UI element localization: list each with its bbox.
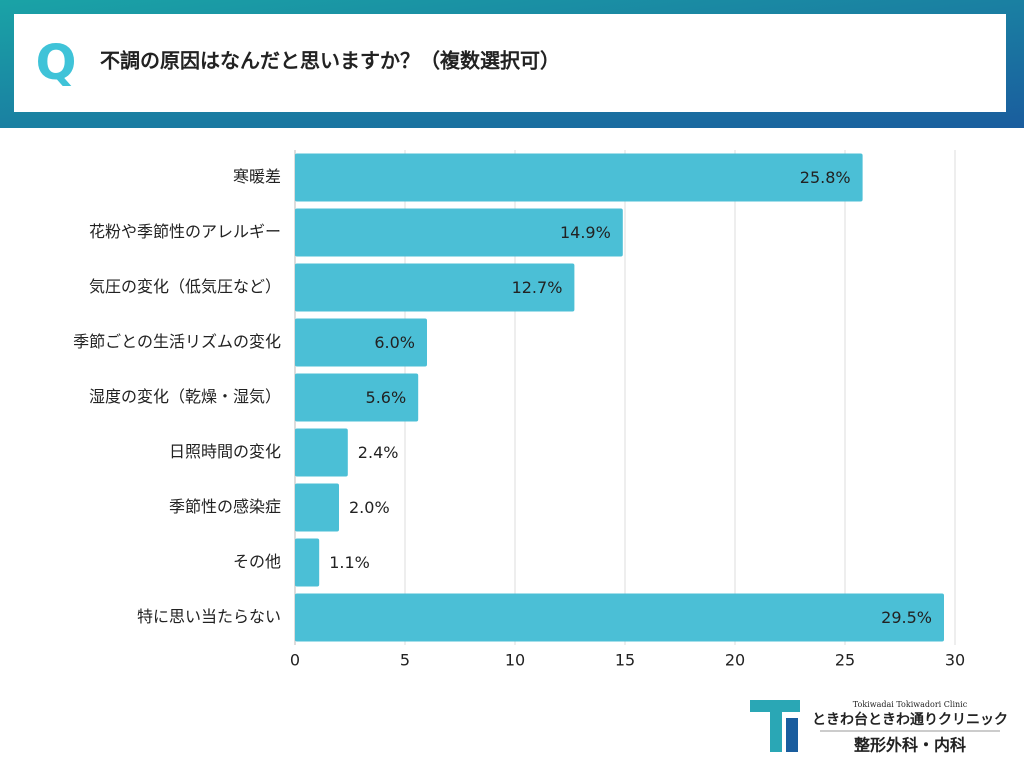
value-label: 1.1% — [329, 553, 370, 572]
header-box — [14, 14, 1006, 112]
y-tick-label: 季節性の感染症 — [169, 497, 281, 516]
y-tick-label: 気圧の変化（低気圧など） — [89, 277, 281, 296]
logo-department: 整形外科・内科 — [853, 736, 966, 755]
value-label: 14.9% — [560, 223, 611, 242]
logo-name: ときわ台ときわ通りクリニック — [812, 711, 1008, 728]
bar — [295, 208, 623, 257]
x-tick-label: 5 — [400, 651, 410, 670]
bar — [295, 483, 339, 532]
y-tick-label: 湿度の変化（乾燥・湿気） — [89, 387, 281, 406]
x-tick-label: 10 — [505, 651, 525, 670]
value-label: 25.8% — [800, 168, 851, 187]
y-tick-label: 特に思い当たらない — [137, 607, 281, 626]
bar — [295, 153, 863, 202]
y-tick-label: 季節ごとの生活リズムの変化 — [73, 332, 281, 351]
bar — [295, 428, 348, 477]
logo: Tokiwadai Tokiwadori Clinic ときわ台ときわ通りクリニ… — [750, 700, 1008, 755]
x-tick-label: 30 — [945, 651, 965, 670]
value-label: 5.6% — [366, 388, 407, 407]
value-label: 29.5% — [881, 608, 932, 627]
logo-icon — [750, 700, 800, 752]
q-badge: Q — [36, 35, 77, 91]
logo-subtitle: Tokiwadai Tokiwadori Clinic — [853, 700, 968, 709]
bar — [295, 263, 575, 312]
x-tick-label: 20 — [725, 651, 745, 670]
value-label: 6.0% — [374, 333, 415, 352]
x-tick-label: 25 — [835, 651, 855, 670]
y-tick-label: 日照時間の変化 — [169, 442, 281, 461]
bar — [295, 318, 427, 367]
bar — [295, 373, 419, 422]
value-label: 2.4% — [358, 443, 399, 462]
y-tick-label: その他 — [233, 552, 281, 571]
x-tick-label: 0 — [290, 651, 300, 670]
value-label: 12.7% — [512, 278, 563, 297]
value-label: 2.0% — [349, 498, 390, 517]
chart-title: 不調の原因はなんだと思いますか？（複数選択可） — [100, 49, 560, 73]
logo-icon — [786, 718, 798, 752]
x-tick-label: 15 — [615, 651, 635, 670]
y-tick-label: 寒暖差 — [233, 167, 281, 186]
plot: 0 5 10 15 20 25 30 寒暖差 25.8% 花粉や季節性のアレルギー 14.9% 気圧の… — [73, 150, 965, 670]
bar — [295, 538, 320, 587]
y-tick-label: 花粉や季節性のアレルギー — [89, 222, 281, 241]
bar — [295, 593, 944, 642]
